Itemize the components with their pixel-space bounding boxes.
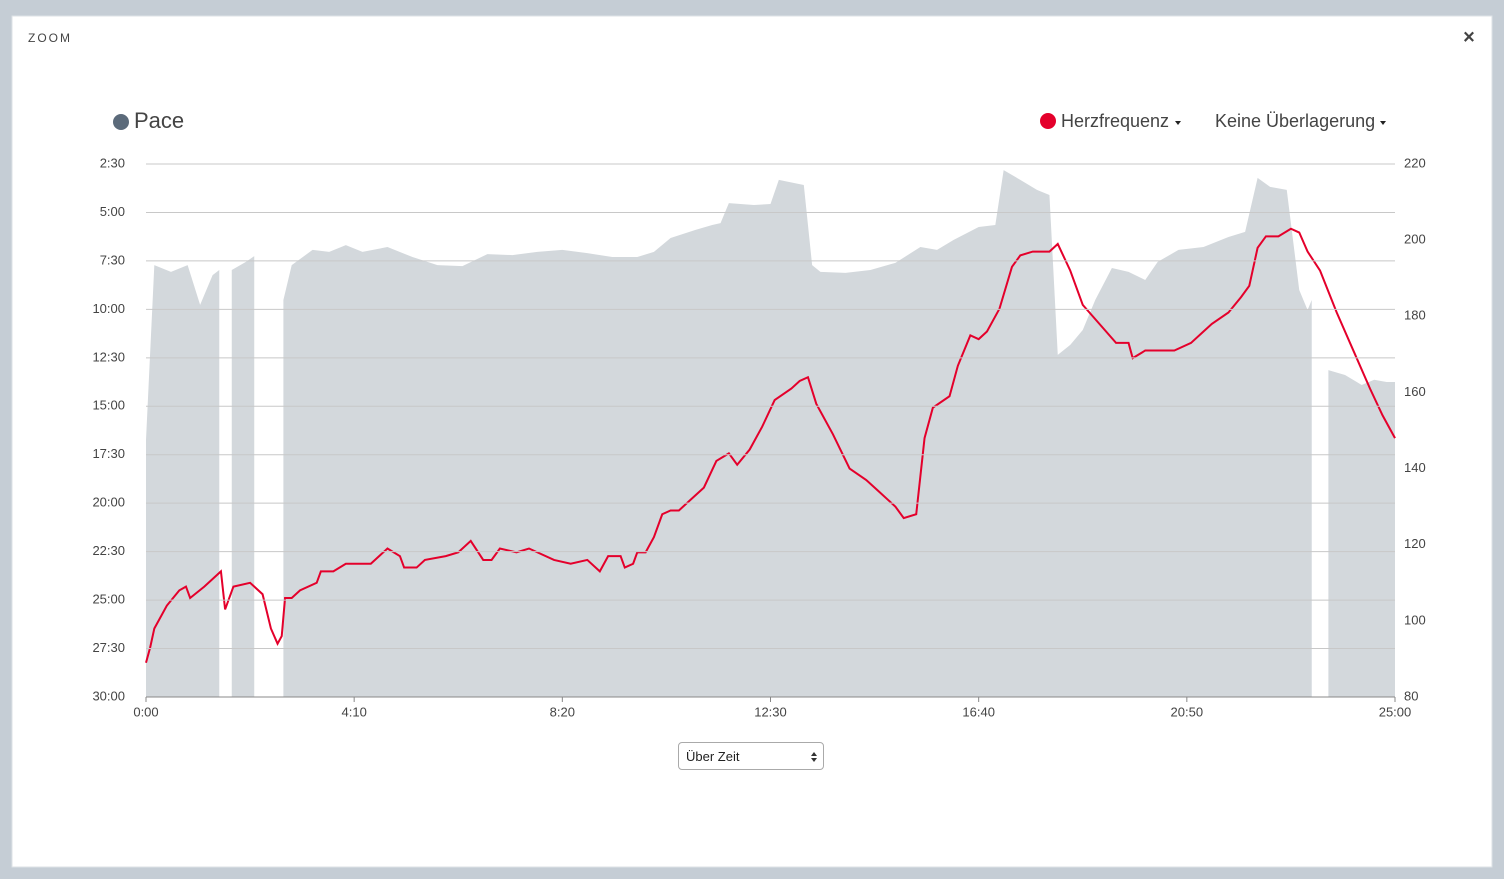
pace-area (146, 170, 1395, 697)
y2-tick-label: 200 (1404, 232, 1426, 247)
dropdown-caret (1175, 121, 1181, 125)
y-tick-label: 17:30 (92, 446, 125, 461)
y-tick-label: 15:00 (92, 398, 125, 413)
y-tick-label: 27:30 (92, 640, 125, 655)
legend-dropdown[interactable]: Herzfrequenz (1061, 111, 1169, 131)
y2-tick-label: 100 (1404, 612, 1426, 627)
y-tick-label: 5:00 (100, 204, 125, 219)
dropdown-caret (1380, 121, 1386, 125)
y-tick-label: 10:00 (92, 301, 125, 316)
x-tick-label: 4:10 (342, 704, 367, 719)
y-tick-label: 2:30 (100, 155, 125, 170)
y-tick-label: 20:00 (92, 495, 125, 510)
x-tick-label: 8:20 (550, 704, 575, 719)
y2-tick-label: 80 (1404, 688, 1418, 703)
y-tick-label: 12:30 (92, 349, 125, 364)
y-tick-label: 25:00 (92, 592, 125, 607)
y-tick-label: 30:00 (92, 688, 125, 703)
x-mode-select[interactable]: Über Zeit (678, 742, 824, 770)
x-tick-label: 0:00 (133, 704, 158, 719)
y2-tick-label: 140 (1404, 460, 1426, 475)
x-tick-label: 12:30 (754, 704, 787, 719)
y-tick-label: 22:30 (92, 543, 125, 558)
y-tick-label: 7:30 (100, 252, 125, 267)
overlay-dropdown[interactable]: Keine Überlagerung (1215, 111, 1375, 131)
x-tick-label: 20:50 (1171, 704, 1204, 719)
legend-marker (1040, 113, 1056, 129)
y2-tick-label: 160 (1404, 384, 1426, 399)
heart-rate-line (145, 227, 1396, 663)
y2-tick-label: 220 (1404, 155, 1426, 170)
close-button[interactable]: × (1463, 26, 1475, 48)
y2-tick-label: 120 (1404, 536, 1426, 551)
x-tick-label: 16:40 (962, 704, 995, 719)
y2-tick-label: 180 (1404, 308, 1426, 323)
modal-title: ZOOM (28, 31, 72, 45)
x-tick-label: 25:00 (1379, 704, 1412, 719)
legend-label: Pace (134, 108, 184, 133)
legend-marker (113, 114, 129, 130)
